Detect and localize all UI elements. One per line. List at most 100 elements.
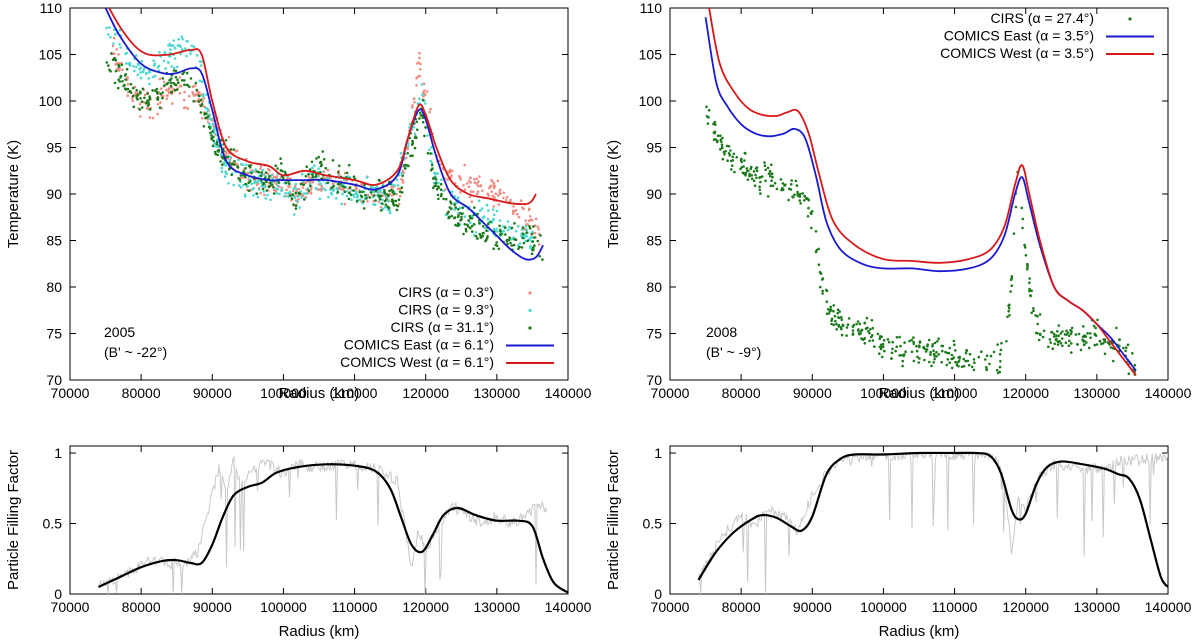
data-point: [1098, 339, 1102, 343]
data-point: [198, 60, 202, 63]
raw-filling-line: [98, 456, 548, 594]
data-point: [270, 183, 274, 187]
data-point: [502, 191, 506, 195]
data-point: [420, 83, 424, 86]
data-point: [824, 288, 828, 292]
data-point: [794, 179, 798, 183]
data-point: [467, 219, 471, 222]
data-point: [492, 205, 496, 208]
data-point: [466, 223, 469, 227]
data-point: [755, 169, 759, 173]
data-point: [838, 310, 841, 313]
data-point: [219, 153, 223, 156]
data-point: [378, 198, 382, 201]
data-point: [191, 85, 195, 88]
data-point: [491, 219, 495, 222]
data-point: [940, 344, 943, 348]
data-point: [1082, 325, 1085, 328]
data-point: [399, 151, 403, 155]
x-tick-label: 120000: [1002, 599, 1049, 615]
data-point: [210, 134, 213, 137]
data-point: [890, 357, 893, 360]
data-point: [929, 353, 932, 357]
data-point: [131, 86, 135, 90]
data-point: [398, 194, 402, 198]
data-point: [347, 163, 351, 167]
data-point: [118, 43, 121, 46]
data-point: [713, 130, 717, 134]
data-point: [143, 93, 147, 97]
data-point: [128, 64, 132, 67]
data-point: [531, 236, 534, 239]
data-point: [148, 95, 151, 98]
data-point: [391, 186, 394, 189]
data-point: [165, 88, 168, 92]
data-point: [860, 337, 863, 340]
data-point: [239, 176, 243, 180]
data-point: [463, 215, 467, 218]
data-point: [138, 108, 142, 111]
data-point: [492, 181, 496, 185]
data-point: [1028, 287, 1031, 291]
data-point: [265, 189, 269, 192]
data-point: [345, 190, 349, 193]
data-point: [109, 35, 112, 39]
data-point: [163, 51, 167, 54]
data-point: [156, 112, 159, 116]
data-point: [410, 143, 414, 146]
data-point: [256, 179, 260, 183]
data-point: [268, 184, 272, 188]
data-point: [173, 47, 177, 50]
data-point: [448, 170, 452, 174]
data-point: [459, 191, 462, 194]
data-point: [901, 364, 904, 368]
data-point: [413, 132, 417, 136]
data-point: [206, 109, 209, 113]
data-point: [1087, 346, 1091, 350]
data-point: [1076, 343, 1079, 346]
data-point: [132, 105, 136, 109]
data-point: [903, 341, 906, 344]
data-point: [291, 189, 295, 193]
data-point: [126, 76, 129, 80]
data-point: [502, 229, 506, 233]
axis-ticks: 70000 80000 90000 100000 110000 120000 130000 1…: [639, 0, 1192, 401]
data-point: [796, 190, 799, 194]
data-point: [858, 322, 862, 326]
y-tick-label: 0.5: [43, 516, 63, 532]
data-point: [530, 219, 534, 222]
data-point: [176, 65, 179, 69]
data-point: [192, 100, 195, 103]
data-point: [882, 339, 886, 342]
data-point: [138, 67, 141, 71]
data-point: [767, 172, 771, 175]
data-point: [152, 75, 155, 79]
data-point: [733, 170, 736, 174]
data-point: [891, 340, 894, 344]
data-point: [327, 195, 330, 199]
data-point: [870, 318, 874, 322]
x-tick-label: 80000: [722, 385, 761, 401]
data-point: [220, 166, 224, 170]
data-point: [1053, 342, 1056, 346]
data-point: [1028, 281, 1031, 285]
data-point: [251, 170, 255, 173]
data-point: [364, 194, 367, 197]
data-point: [522, 241, 526, 245]
data-point: [999, 360, 1002, 363]
data-point: [837, 323, 841, 327]
data-point: [769, 174, 772, 178]
data-point: [720, 140, 723, 144]
data-point: [836, 311, 839, 315]
data-point: [904, 350, 907, 354]
data-point: [941, 349, 944, 353]
data-point: [124, 73, 127, 76]
data-point: [407, 145, 410, 148]
data-point: [464, 230, 468, 233]
data-point: [771, 175, 774, 179]
data-point: [292, 187, 296, 190]
data-point: [1010, 284, 1014, 288]
data-point: [516, 212, 519, 216]
data-point: [429, 107, 432, 111]
data-point: [744, 152, 747, 155]
